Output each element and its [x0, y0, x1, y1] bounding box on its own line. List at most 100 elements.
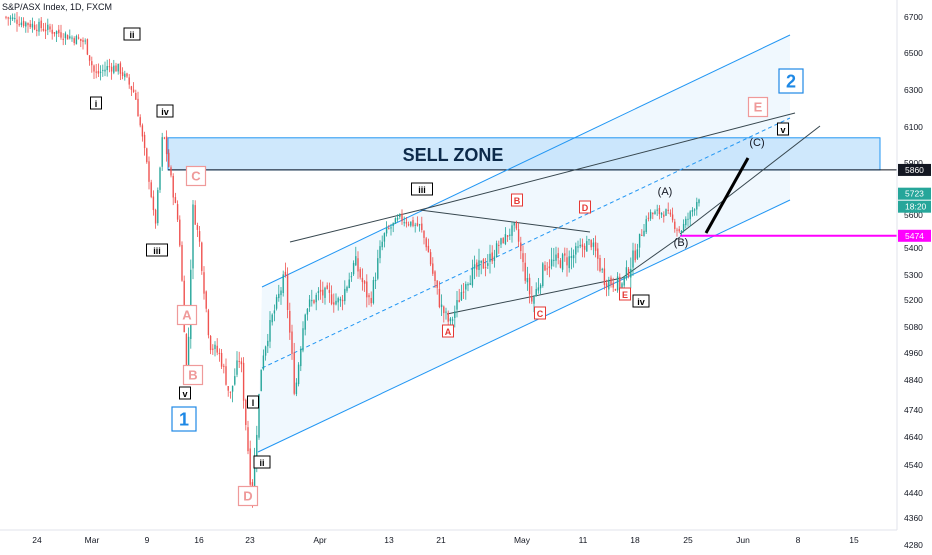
candle-body	[71, 37, 73, 39]
candle-body	[482, 259, 485, 269]
candle-body	[293, 352, 295, 394]
y-tick-label: 5080	[904, 322, 923, 332]
wave-label: iv	[161, 107, 169, 117]
candle-body	[608, 279, 610, 290]
wave-label-pink-box	[176, 304, 198, 326]
y-tick-label: 5300	[904, 270, 923, 280]
candle-body	[108, 66, 111, 68]
candle-body	[654, 211, 656, 215]
candle-body	[110, 66, 113, 72]
candle-body	[469, 283, 471, 285]
candle-body	[370, 297, 372, 304]
price-tag-5860-bg	[898, 163, 931, 176]
y-tick-label: 4360	[904, 513, 923, 523]
candle-body	[663, 214, 665, 217]
candle-body	[638, 233, 641, 248]
candle-body	[478, 260, 480, 271]
candle-body	[467, 284, 469, 286]
candle-body	[238, 360, 240, 362]
candle-body	[429, 252, 432, 265]
candle-body	[605, 283, 608, 288]
candle-body	[623, 276, 625, 286]
candle-body	[616, 276, 619, 291]
candle-body	[203, 272, 205, 294]
candle-body	[456, 300, 458, 310]
candle-body	[432, 263, 434, 274]
candle-body	[113, 65, 115, 73]
y-tick-label: 4740	[904, 405, 923, 415]
candle-body	[559, 260, 562, 268]
candle-body	[520, 242, 522, 252]
candle-body	[38, 21, 40, 32]
x-tick-label: 16	[194, 535, 204, 545]
sell-zone-label: SELL ZONE	[403, 145, 504, 165]
candle-body	[58, 29, 60, 34]
candle-body	[40, 20, 42, 29]
candle-body	[273, 310, 276, 314]
candle-body	[568, 256, 570, 269]
candle-body	[124, 73, 126, 78]
candle-body	[218, 352, 221, 354]
candle-body	[62, 38, 64, 40]
price-tag-current-bg	[898, 187, 931, 200]
candle-body	[82, 40, 84, 43]
candle-body	[33, 24, 36, 30]
candle-body	[344, 288, 346, 302]
candle-body	[322, 289, 324, 296]
x-tick-label: Jun	[736, 535, 750, 545]
candle-body	[319, 289, 322, 292]
candle-body	[66, 35, 69, 40]
candle-body	[194, 205, 196, 225]
candle-body	[476, 262, 478, 270]
candle-body	[245, 399, 247, 425]
wave-label-box	[179, 386, 191, 400]
candle-body	[179, 219, 181, 246]
candle-body	[335, 300, 337, 305]
candle-body	[249, 448, 251, 485]
candle-body	[399, 213, 401, 217]
wedge-lower-b	[679, 125, 821, 235]
candle-body	[405, 222, 408, 224]
y-tick-label: 4840	[904, 375, 923, 385]
candle-body	[106, 65, 108, 71]
candle-body	[564, 253, 566, 256]
candle-body	[572, 255, 575, 259]
candle-body	[500, 238, 502, 245]
candle-body	[592, 242, 595, 247]
candle-body	[247, 427, 249, 452]
candle-body	[315, 294, 317, 303]
candle-body	[11, 17, 14, 20]
candle-body	[7, 17, 9, 19]
candle-body	[190, 269, 192, 339]
candle-body	[676, 229, 678, 231]
wave-label-pink: C	[191, 169, 201, 184]
candle-body	[346, 286, 348, 291]
candle-body	[687, 218, 689, 220]
candle-body	[462, 291, 465, 293]
candle-body	[696, 202, 698, 210]
wave-label-pink: E	[754, 100, 763, 115]
candle-body	[425, 238, 427, 248]
wave-label-box	[411, 182, 433, 196]
candle-body	[599, 257, 601, 272]
candle-body	[451, 319, 454, 321]
candle-body	[385, 227, 388, 234]
y-tick-label: 6100	[904, 122, 923, 132]
candle-body	[379, 246, 381, 259]
candle-body	[225, 366, 227, 385]
candle-body	[119, 63, 122, 74]
wave-label-red: A	[445, 327, 452, 337]
candle-body	[691, 209, 694, 212]
wave-label-pink: A	[182, 308, 192, 323]
candle-body	[693, 209, 696, 211]
candle-body	[357, 258, 359, 272]
wave-label-red: D	[582, 203, 589, 213]
candle-body	[526, 277, 529, 283]
candle-body	[278, 293, 280, 299]
candle-body	[570, 256, 573, 258]
y-tick-label: 5400	[904, 243, 923, 253]
y-tick-label: 4440	[904, 488, 923, 498]
candle-body	[262, 355, 265, 370]
candle-body	[49, 26, 51, 30]
